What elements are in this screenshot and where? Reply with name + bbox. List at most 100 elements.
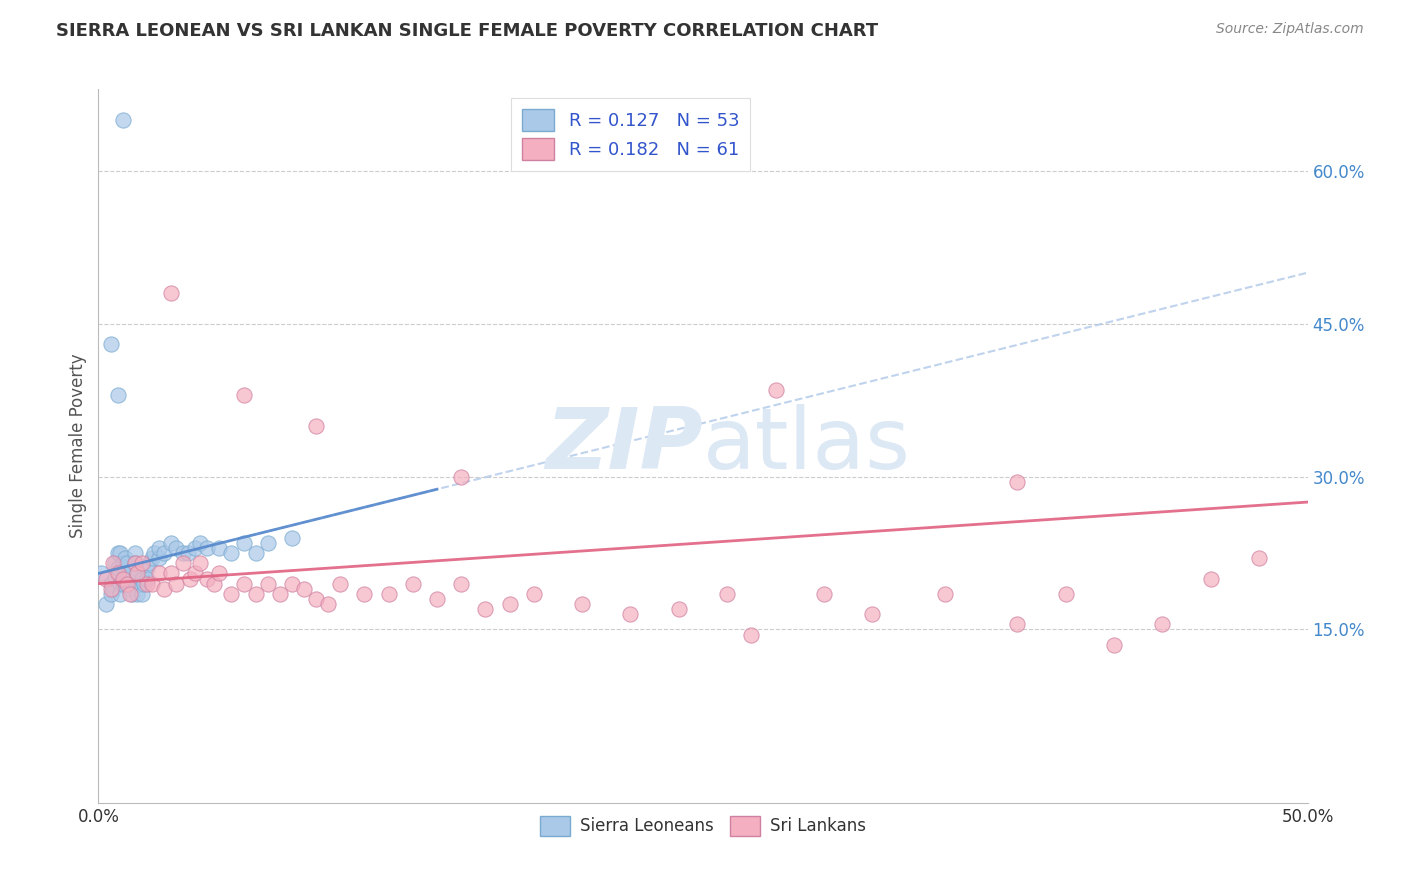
Point [292,582,315,596]
Point [232,576,254,591]
Point [94,597,117,611]
Point [716,587,738,601]
Point [1007,475,1029,489]
Point [450,576,472,591]
Point [232,536,254,550]
Point [165,541,187,555]
Point [256,576,278,591]
Point [668,602,690,616]
Point [208,566,231,581]
Point [160,286,183,301]
Point [135,576,157,591]
Point [1007,617,1029,632]
Point [141,576,163,591]
Point [148,541,170,555]
Point [172,546,194,560]
Point [148,551,170,566]
Point [100,582,122,596]
Point [281,576,304,591]
Text: ZIP: ZIP [546,404,703,488]
Point [281,531,304,545]
Point [523,587,546,601]
Point [426,591,449,606]
Point [127,587,149,601]
Point [498,597,520,611]
Point [134,576,156,591]
Point [124,556,146,570]
Point [118,582,141,596]
Point [107,561,129,575]
Point [740,627,762,641]
Point [117,556,139,570]
Point [100,576,122,591]
Point [184,541,207,555]
Point [1152,617,1174,632]
Point [114,551,136,566]
Point [188,556,211,570]
Point [195,541,218,555]
Point [90,566,112,581]
Point [165,576,187,591]
Point [101,582,124,596]
Point [107,566,129,581]
Point [152,546,174,560]
Point [934,587,956,601]
Point [316,597,339,611]
Point [104,556,127,570]
Point [114,561,136,575]
Point [124,556,146,570]
Point [204,576,226,591]
Point [765,383,787,397]
Point [100,587,122,601]
Point [377,587,399,601]
Point [208,541,231,555]
Point [138,556,160,570]
Point [402,576,425,591]
Point [135,572,157,586]
Point [179,572,201,586]
Point [571,597,593,611]
Point [108,546,131,560]
Y-axis label: Single Female Poverty: Single Female Poverty [69,354,87,538]
Point [100,337,122,351]
Point [131,587,153,601]
Point [128,576,150,591]
Point [117,572,139,586]
Point [269,587,291,601]
Point [160,536,183,550]
Point [131,556,153,570]
Point [329,576,352,591]
Point [121,587,143,601]
Point [813,587,835,601]
Point [245,587,267,601]
Point [111,572,134,586]
Point [118,587,141,601]
Point [108,576,131,591]
Text: atlas: atlas [703,404,911,488]
Point [124,546,146,560]
Point [94,572,117,586]
Point [101,556,124,570]
Point [172,556,194,570]
Point [111,576,134,591]
Point [450,469,472,483]
Point [127,566,149,581]
Point [221,546,243,560]
Legend: Sierra Leoneans, Sri Lankans: Sierra Leoneans, Sri Lankans [531,807,875,845]
Point [111,556,134,570]
Point [143,546,166,560]
Point [474,602,496,616]
Point [305,418,328,433]
Point [118,566,141,581]
Point [107,388,129,402]
Point [177,546,200,560]
Point [245,546,267,560]
Point [860,607,883,622]
Point [619,607,641,622]
Point [195,572,218,586]
Point [184,566,207,581]
Point [107,546,129,560]
Point [232,388,254,402]
Point [131,572,153,586]
Point [221,587,243,601]
